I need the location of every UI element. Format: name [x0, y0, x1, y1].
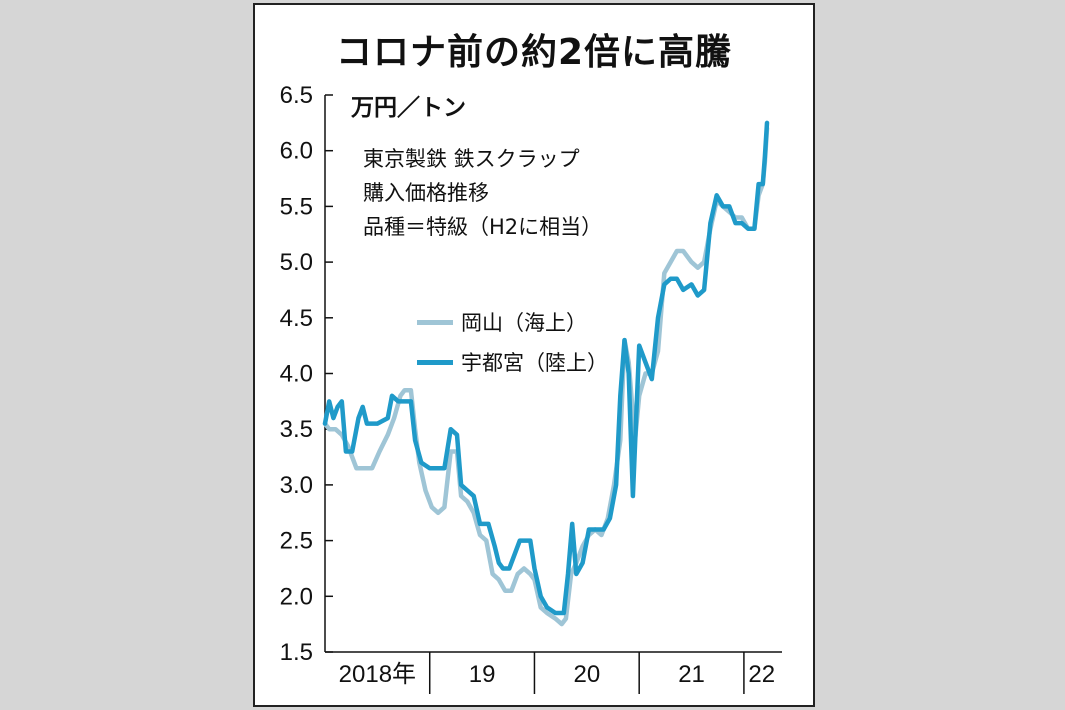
y-tick-label: 3.5 — [280, 416, 313, 443]
caption-line-3: 品種＝特級（H2に相当） — [363, 215, 603, 239]
series-line-utsunomiya — [322, 120, 770, 616]
caption-line-1: 東京製鉄 鉄スクラップ — [363, 147, 580, 171]
x-tick-label: 22 — [748, 661, 775, 688]
y-tick-label: 5.0 — [280, 249, 313, 276]
y-tick-label: 3.0 — [280, 472, 313, 499]
y-tick-label: 2.0 — [280, 583, 313, 610]
legend: 岡山（海上） 宇都宮（陸上） — [417, 302, 608, 382]
legend-swatch-okayama — [417, 319, 453, 325]
x-tick-label: 20 — [573, 661, 600, 688]
y-tick-label: 6.0 — [280, 138, 313, 165]
x-tick-label: 2018年 — [339, 661, 416, 688]
legend-label-okayama: 岡山（海上） — [461, 311, 587, 335]
legend-swatch-utsunomiya — [417, 359, 453, 365]
legend-label-utsunomiya: 宇都宮（陸上） — [461, 351, 608, 375]
x-tick-label: 21 — [678, 661, 705, 688]
x-tick-label: 19 — [469, 661, 496, 688]
series-line-okayama — [322, 126, 770, 627]
y-tick-label: 5.5 — [280, 193, 313, 220]
y-axis-unit: 万円／トン — [351, 95, 466, 121]
y-tick-label: 4.5 — [280, 305, 313, 332]
caption-line-2: 購入価格推移 — [363, 181, 489, 205]
legend-item-okayama: 岡山（海上） — [417, 302, 608, 342]
legend-item-utsunomiya: 宇都宮（陸上） — [417, 342, 608, 382]
y-tick-label: 2.5 — [280, 528, 313, 555]
y-tick-label: 4.0 — [280, 361, 313, 388]
y-tick-label: 6.5 — [280, 82, 313, 109]
chart-caption: 東京製鉄 鉄スクラップ 購入価格推移 品種＝特級（H2に相当） — [363, 142, 602, 244]
chart-title: コロナ前の約2倍に高騰 — [335, 32, 733, 73]
y-tick-label: 1.5 — [280, 639, 313, 666]
chart-panel: コロナ前の約2倍に高騰 万円／トン 東京製鉄 鉄スクラップ 購入価格推移 品種＝… — [253, 3, 815, 707]
